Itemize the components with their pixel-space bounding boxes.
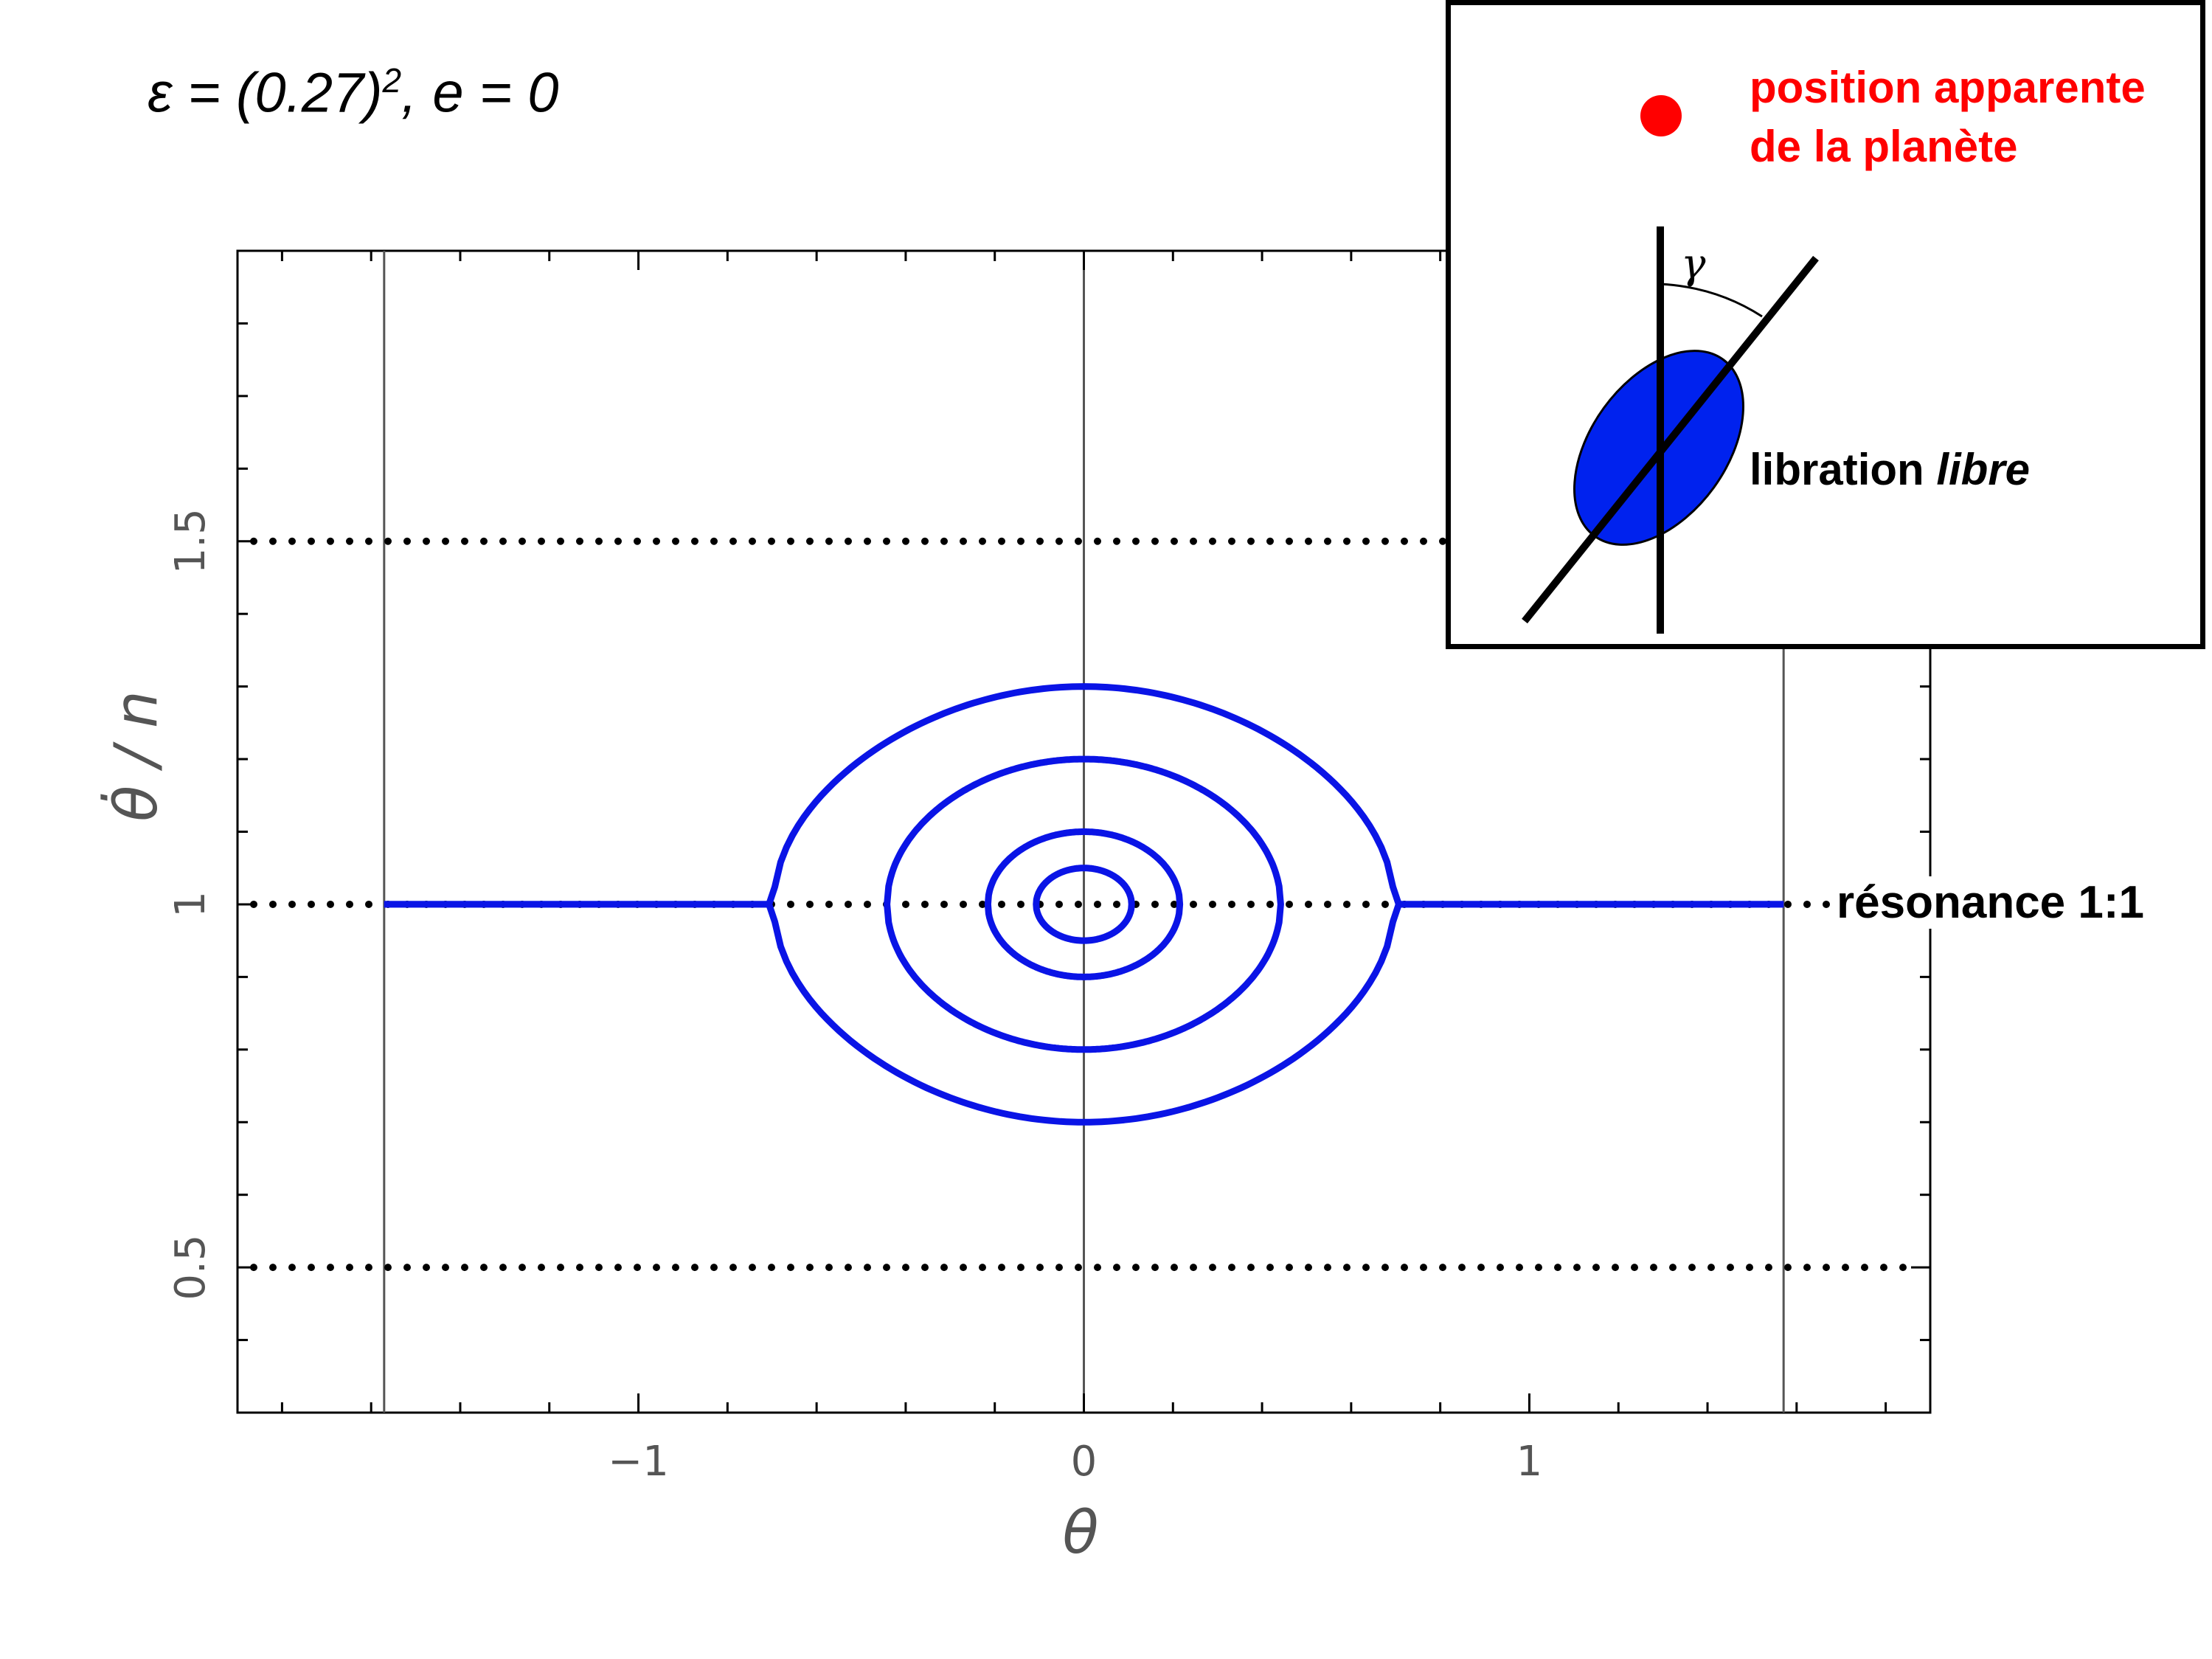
parameter-annotation: ε = (0.27)2, e = 0: [148, 60, 559, 125]
trajectory-open-lower: [384, 901, 1784, 1126]
axis-labels: θ θ̇ / n: [100, 690, 1098, 1567]
parameter-exponent: 2: [382, 61, 402, 100]
planet-dot: [1640, 95, 1682, 136]
libration-word: libration: [1750, 445, 1924, 494]
trajectory-closed-0: [1033, 865, 1135, 944]
gamma-symbol: γ: [1681, 240, 1706, 288]
libration-italic-word: libre: [1936, 445, 2031, 494]
y-tick-label: 0.5: [167, 1235, 215, 1300]
planet-label-line2: de la planète: [1750, 122, 2018, 171]
inset-panel: γ position apparente de la planète libra…: [1446, 0, 2205, 649]
body-axis-line: [1522, 255, 1819, 624]
x-tick-label: 1: [1516, 1438, 1543, 1486]
inset-diagram: γ: [1522, 95, 1819, 634]
x-tick-label: 0: [1071, 1438, 1098, 1486]
x-tick-label: −1: [608, 1438, 669, 1486]
y-tick-label: 1: [167, 891, 215, 918]
y-axis-label: θ̇ / n: [100, 690, 170, 821]
trajectory-closed-1: [984, 828, 1184, 980]
y-tick-label: 1.5: [167, 508, 215, 574]
libration-label: libration libre: [1750, 444, 2030, 495]
trajectory-curves: [384, 683, 1784, 1126]
trajectory-closed-2: [884, 755, 1284, 1053]
parameter-prefix: ε = (0.27): [148, 61, 383, 125]
x-axis-label: θ: [1063, 1498, 1099, 1567]
planet-label: position apparente de la planète: [1750, 58, 2146, 176]
axis-ticks: [238, 251, 1930, 1413]
planet-label-line1: position apparente: [1750, 63, 2146, 112]
angle-arc: [1660, 283, 1763, 318]
tick-labels: −1 0 1 0.5 1 1.5: [167, 508, 1542, 1486]
resonance-label: résonance 1:1: [1831, 876, 2150, 929]
parameter-suffix: , e = 0: [401, 61, 559, 125]
